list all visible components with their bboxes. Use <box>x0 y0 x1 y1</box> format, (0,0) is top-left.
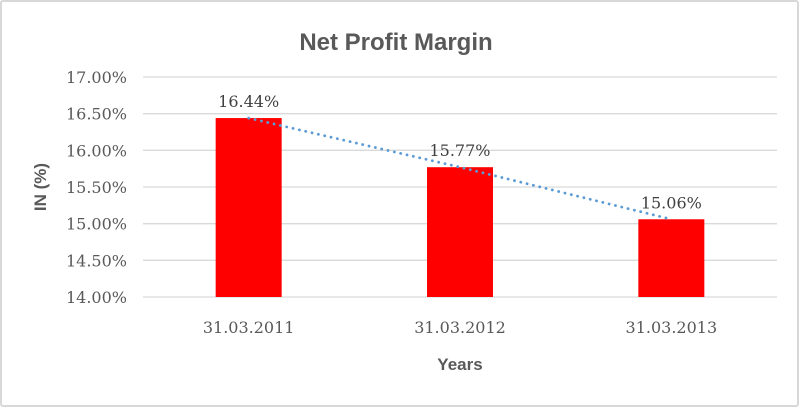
data-label: 16.44% <box>218 92 279 111</box>
x-axis-title: Years <box>437 355 482 374</box>
y-axis-tick-labels: 17.00% 16.50% 16.00% 15.50% 15.00% 14.50% 14.0… <box>66 68 127 307</box>
data-label: 15.06% <box>641 193 702 212</box>
bar <box>215 118 282 297</box>
x-tick-label: 31.03.2012 <box>414 318 506 337</box>
bar-series <box>215 118 705 297</box>
data-labels: 16.44% 15.77% 15.06% <box>218 92 702 212</box>
trendline-group <box>247 116 673 221</box>
bar <box>427 167 493 297</box>
y-tick-label: 17.00% <box>66 68 127 87</box>
data-label: 15.77% <box>429 141 490 160</box>
x-tick-label: 31.03.2011 <box>203 318 295 337</box>
y-tick-label: 15.00% <box>66 215 127 234</box>
chart-title: Net Profit Margin <box>299 29 492 56</box>
x-tick-label: 31.03.2013 <box>626 318 718 337</box>
y-tick-label: 14.50% <box>66 251 127 270</box>
bar <box>638 219 705 297</box>
y-tick-label: 15.50% <box>66 178 127 197</box>
y-tick-label: 14.00% <box>66 288 127 307</box>
trendline <box>247 116 673 221</box>
y-tick-label: 16.00% <box>66 141 127 160</box>
x-axis-tick-labels: 31.03.2011 31.03.2012 31.03.2013 <box>203 318 717 337</box>
y-axis-title: IN (%) <box>31 163 50 211</box>
y-tick-label: 16.50% <box>66 105 127 124</box>
